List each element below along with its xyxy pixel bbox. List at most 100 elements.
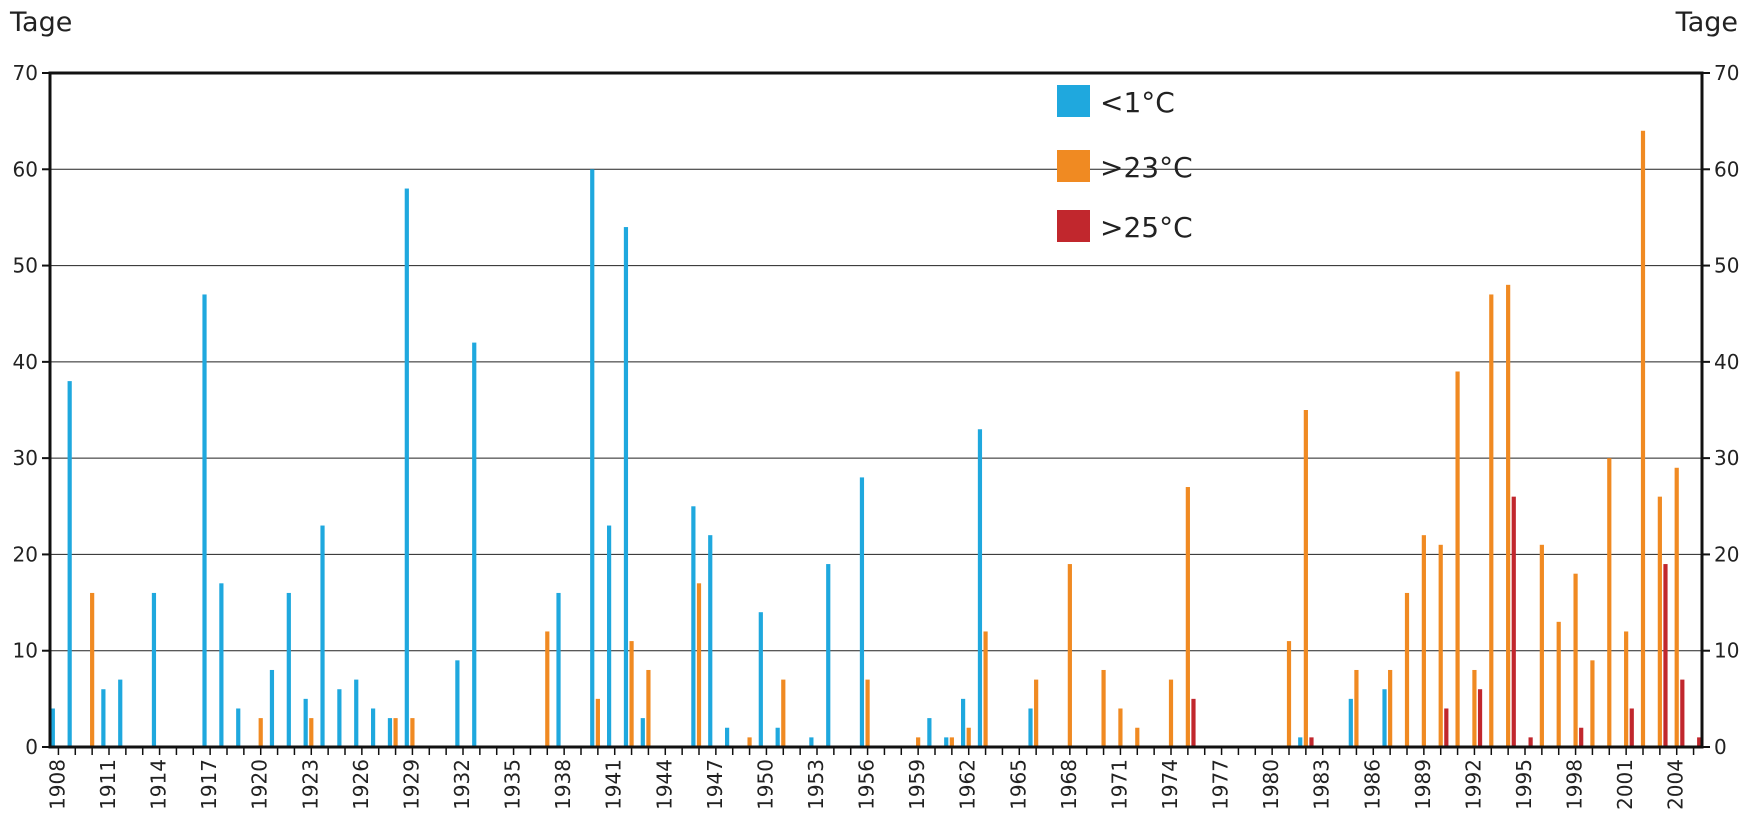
bar-above-23c — [1472, 669, 1477, 747]
x-tick-label: 1932 — [450, 759, 474, 810]
x-tick-label: 1929 — [399, 759, 423, 810]
bar-above-23c — [1185, 487, 1190, 747]
x-tick-label: 1947 — [703, 759, 727, 810]
bar-above-23c — [983, 631, 988, 747]
y-tick-label-left: 60 — [13, 157, 38, 181]
bar-above-23c — [1556, 621, 1561, 747]
x-tick-label: 1956 — [855, 759, 879, 810]
bar-above-23c — [1118, 708, 1123, 747]
bar-below-1c — [708, 535, 713, 747]
bar-above-23c — [1539, 544, 1544, 747]
x-tick-label: 1962 — [956, 759, 980, 810]
bar-below-1c — [775, 727, 780, 747]
bar-below-1c — [623, 227, 629, 747]
x-tick-label: 1971 — [1107, 759, 1131, 810]
x-tick-label: 1950 — [753, 759, 777, 810]
bar-below-1c — [809, 737, 814, 747]
bar-above-23c — [916, 737, 921, 747]
bar-below-1c — [337, 689, 342, 747]
bar-below-1c — [826, 564, 831, 747]
x-tick-label: 1920 — [248, 759, 272, 810]
bar-below-1c — [387, 718, 393, 747]
x-tick-label: 1935 — [501, 759, 525, 810]
axis-ticks: 0 0 10 10 20 20 30 30 40 40 50 50 60 60 70 70 1908 1911 19… — [13, 61, 1740, 810]
bar-above-23c — [1101, 669, 1106, 747]
bar-above-23c — [1421, 535, 1426, 747]
bar-below-1c — [404, 188, 409, 748]
bar-below-1c — [202, 294, 207, 747]
y-tick-label-left: 40 — [13, 350, 38, 374]
y-tick-label-right: 50 — [1714, 254, 1739, 278]
x-tick-label: 1977 — [1209, 759, 1233, 810]
bar-above-25c — [1191, 698, 1196, 747]
bars — [50, 130, 1702, 748]
bar-above-23c — [258, 718, 263, 747]
bar-below-1c — [961, 698, 966, 747]
bar-above-25c — [1680, 679, 1685, 747]
bar-below-1c — [354, 679, 359, 747]
bar-below-1c — [371, 708, 376, 747]
bar-below-1c — [859, 477, 865, 747]
y-tick-label-left: 70 — [13, 61, 38, 85]
y-tick-label-left: 10 — [13, 639, 38, 663]
x-tick-label: 1995 — [1512, 759, 1536, 810]
legend-label: >25°C — [1100, 211, 1193, 244]
bar-above-23c — [646, 669, 651, 747]
x-tick-label: 1986 — [1360, 759, 1384, 810]
bar-below-1c — [556, 592, 561, 747]
bar-above-23c — [696, 583, 702, 747]
bar-below-1c — [590, 169, 595, 748]
bar-above-23c — [1674, 467, 1679, 747]
bar-below-1c — [944, 737, 949, 747]
x-tick-label: 2001 — [1613, 759, 1637, 810]
legend: <1°C >23°C >25°C — [1057, 85, 1193, 244]
x-tick-label: 1923 — [298, 759, 322, 810]
bar-above-23c — [966, 727, 971, 747]
x-tick-label: 2004 — [1664, 759, 1688, 810]
legend-swatch — [1057, 85, 1090, 117]
y-tick-label-right: 0 — [1714, 735, 1727, 759]
bar-below-1c — [269, 669, 275, 747]
x-tick-label: 1911 — [96, 759, 120, 810]
bar-below-1c — [236, 708, 241, 747]
bar-above-23c — [410, 718, 415, 747]
legend-swatch — [1057, 210, 1090, 242]
bar-above-23c — [1354, 669, 1359, 747]
x-tick-label: 1965 — [1006, 759, 1030, 810]
y-tick-label-left: 30 — [13, 446, 38, 470]
x-tick-label: 1974 — [1158, 759, 1182, 810]
bar-below-1c — [67, 381, 72, 747]
bar-above-25c — [1629, 708, 1634, 747]
bar-below-1c — [101, 689, 106, 747]
y-tick-label-left: 20 — [13, 542, 38, 566]
bar-above-23c — [90, 592, 95, 747]
bar-above-23c — [949, 737, 954, 747]
bar-above-23c — [1590, 660, 1595, 747]
y-tick-label-left: 50 — [13, 254, 38, 278]
bar-above-23c — [1388, 669, 1393, 747]
bar-above-25c — [1511, 496, 1516, 747]
legend-swatch — [1057, 150, 1090, 182]
y-tick-label-right: 70 — [1714, 61, 1739, 85]
bar-above-23c — [1135, 727, 1140, 747]
x-tick-label: 1908 — [45, 759, 69, 810]
bar-above-23c — [1067, 564, 1072, 747]
bar-below-1c — [151, 592, 157, 747]
x-tick-label: 1944 — [652, 759, 676, 810]
bar-above-23c — [1286, 641, 1292, 747]
bar-above-25c — [1579, 727, 1584, 747]
x-tick-label: 1992 — [1461, 759, 1485, 810]
x-tick-label: 1989 — [1411, 759, 1435, 810]
y-tick-label-right: 60 — [1714, 157, 1739, 181]
bar-above-23c — [393, 718, 398, 747]
bar-above-23c — [1438, 544, 1443, 747]
bar-above-25c — [1477, 689, 1483, 747]
bar-above-23c — [1657, 496, 1662, 747]
x-tick-label: 1914 — [147, 759, 171, 810]
x-tick-label: 1983 — [1310, 759, 1334, 810]
bar-above-23c — [629, 641, 634, 747]
x-tick-label: 1917 — [197, 759, 221, 810]
bar-above-23c — [865, 679, 870, 747]
y-tick-label-right: 40 — [1714, 350, 1739, 374]
